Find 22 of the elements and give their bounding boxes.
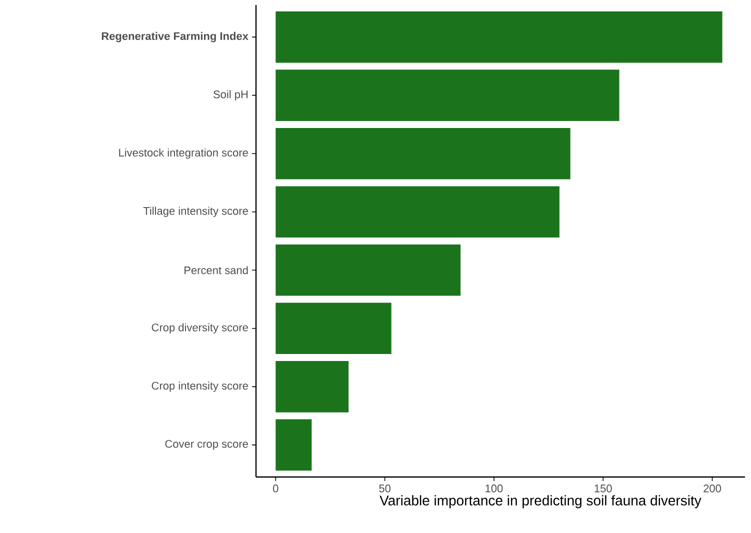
bar	[276, 361, 349, 412]
bar	[276, 11, 722, 63]
x-tick-label: 100	[486, 484, 503, 492]
y-tick-label: Regenerative Farming Index	[102, 32, 248, 42]
bar	[276, 186, 560, 238]
y-tick-label: Soil pH	[214, 90, 248, 100]
bar	[276, 128, 570, 180]
x-tick-label: 150	[594, 484, 612, 492]
x-tick-label: 50	[379, 484, 390, 492]
y-tick-label: Percent sand	[184, 266, 248, 274]
y-tick-label: Crop diversity score	[152, 323, 248, 334]
y-tick-label: Cover crop score	[165, 440, 248, 450]
y-tick-label: Crop intensity score	[152, 382, 248, 392]
bar	[276, 244, 461, 296]
y-tick-label: Tillage intensity score	[143, 206, 248, 217]
x-tick-label: 200	[704, 484, 721, 492]
x-axis-title: Variable importance in predicting soil fauna diversity	[380, 495, 702, 508]
x-tick-label: 0	[273, 484, 278, 492]
bar	[276, 70, 620, 121]
y-tick-label: Livestock integration score	[119, 148, 248, 159]
bar	[276, 302, 392, 354]
bar	[276, 419, 312, 471]
